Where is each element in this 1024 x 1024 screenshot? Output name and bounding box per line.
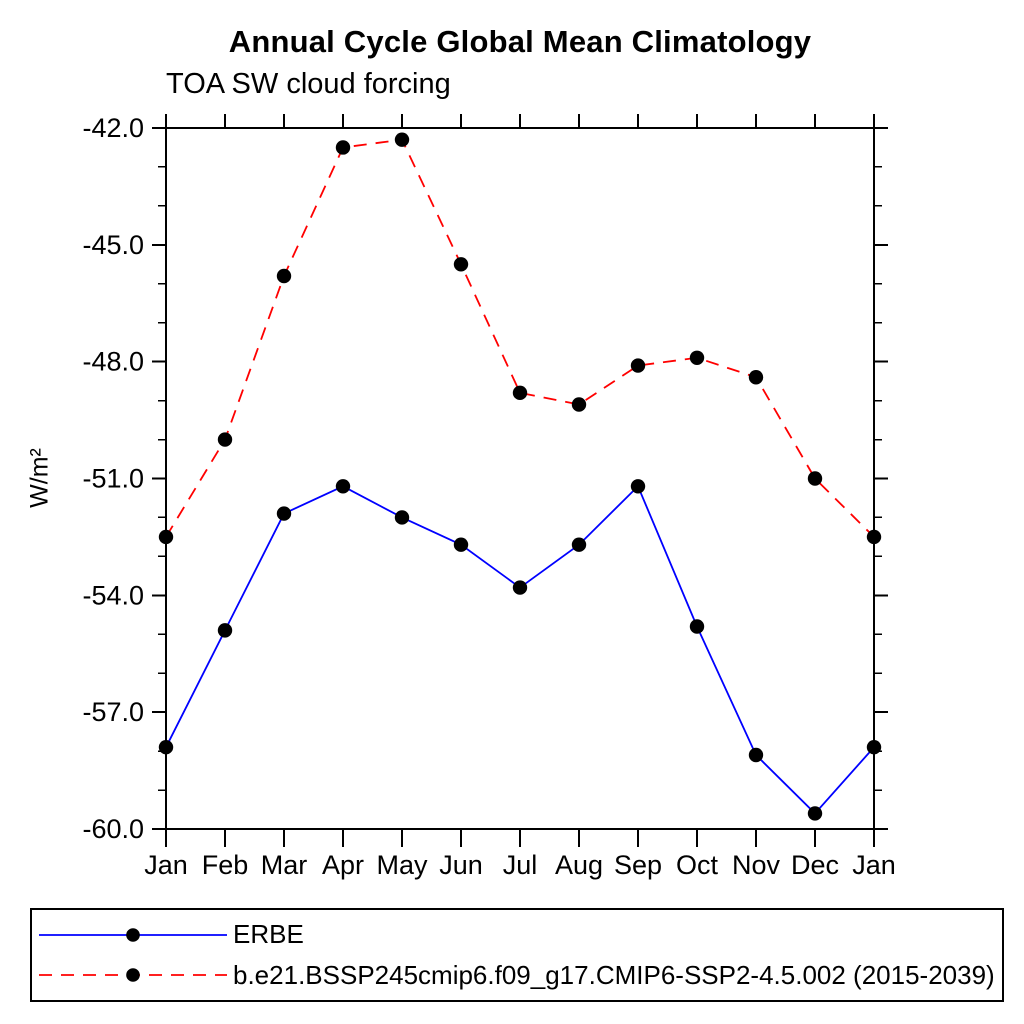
y-tick-label: -51.0 <box>82 464 144 494</box>
x-tick-label: Dec <box>791 850 839 880</box>
legend-line-sample-erbe <box>39 928 227 942</box>
x-tick-label: Jul <box>503 850 538 880</box>
data-point-erbe <box>807 806 823 821</box>
data-point-model <box>571 397 587 412</box>
data-point-erbe <box>394 510 410 525</box>
y-tick-label: -57.0 <box>82 697 144 727</box>
x-tick-label: Oct <box>676 850 719 880</box>
data-point-erbe <box>689 619 705 634</box>
series-line-model <box>165 138 875 538</box>
y-tick-label: -42.0 <box>82 113 144 143</box>
legend-sample-marker <box>126 928 140 942</box>
data-point-erbe <box>512 580 528 595</box>
x-tick-label: Apr <box>322 850 364 880</box>
data-point-erbe <box>335 479 351 494</box>
legend: ERBE b.e21.BSSP245cmip6.f09_g17.CMIP6-SS… <box>30 908 1004 1002</box>
data-point-model <box>217 432 233 447</box>
y-tick-label: -45.0 <box>82 230 144 260</box>
x-tick-label: Jan <box>852 850 896 880</box>
legend-label-erbe: ERBE <box>233 919 304 950</box>
legend-line-sample-model <box>39 968 227 982</box>
legend-label-model: b.e21.BSSP245cmip6.f09_g17.CMIP6-SSP2-4.… <box>233 959 995 990</box>
y-tick-label: -48.0 <box>82 347 144 377</box>
legend-item-erbe: ERBE <box>32 919 1002 950</box>
x-tick-label: Nov <box>732 850 781 880</box>
data-point-erbe <box>630 479 646 494</box>
x-tick-label: Feb <box>202 850 249 880</box>
data-point-erbe <box>217 623 233 638</box>
data-point-model <box>276 268 292 284</box>
data-point-model <box>630 358 646 373</box>
data-point-model <box>394 132 410 147</box>
data-point-model <box>512 385 528 401</box>
data-point-model <box>807 471 823 486</box>
data-point-erbe <box>276 506 292 521</box>
data-point-erbe <box>748 747 764 763</box>
x-tick-label: Sep <box>614 850 662 880</box>
data-point-erbe <box>453 537 469 552</box>
y-tick-label: -60.0 <box>82 814 144 844</box>
data-point-model <box>453 257 469 272</box>
data-point-model <box>158 529 174 545</box>
legend-sample-marker <box>126 968 140 982</box>
x-tick-label: Jan <box>144 850 188 880</box>
x-tick-label: May <box>376 850 428 880</box>
x-tick-label: Mar <box>261 850 308 880</box>
x-tick-label: Aug <box>555 850 603 880</box>
series-line-erbe <box>165 484 875 815</box>
data-point-erbe <box>158 740 174 755</box>
chart-subtitle: TOA SW cloud forcing <box>166 68 451 100</box>
data-point-model <box>335 140 351 155</box>
x-tick-label: Jun <box>439 850 483 880</box>
plot-frame <box>165 127 875 830</box>
chart-title: Annual Cycle Global Mean Climatology <box>228 24 812 59</box>
data-point-erbe <box>571 537 587 552</box>
data-point-model <box>866 529 882 545</box>
data-point-model <box>748 370 764 385</box>
data-point-erbe <box>866 740 882 755</box>
legend-item-model: b.e21.BSSP245cmip6.f09_g17.CMIP6-SSP2-4.… <box>32 960 1002 991</box>
data-point-model <box>689 350 705 365</box>
y-tick-label: -54.0 <box>82 580 144 610</box>
